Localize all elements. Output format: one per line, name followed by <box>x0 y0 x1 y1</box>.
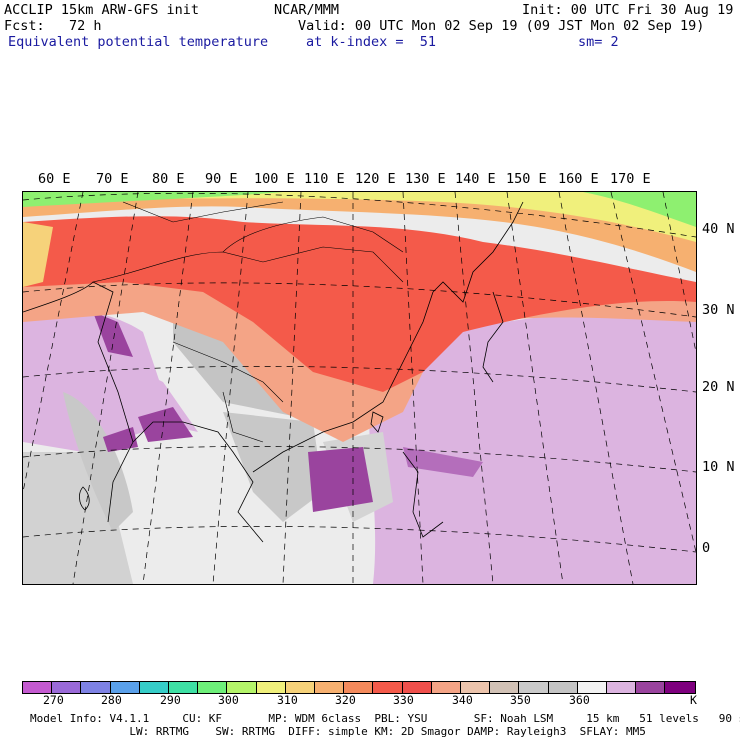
equivalent-potential-temperature-map <box>23 192 696 584</box>
lon-label: 90 E <box>205 171 238 187</box>
colorbar-swatch <box>139 682 170 693</box>
colorbar-swatch <box>636 682 666 693</box>
country-borders <box>92 201 404 443</box>
colorbar-tick-label: 360 <box>569 693 590 707</box>
colorbar-unit: K <box>690 693 697 707</box>
colorbar-swatch <box>256 682 286 693</box>
cool-band <box>23 192 696 242</box>
colorbar-swatch <box>23 682 53 693</box>
colorbar-tick-label: 270 <box>43 693 64 707</box>
caspian-region <box>23 222 53 287</box>
lon-label: 100 E <box>254 171 295 187</box>
colorbar-tick-label: 280 <box>101 693 122 707</box>
lat-label: 20 N <box>702 379 735 395</box>
lon-label: 160 E <box>558 171 599 187</box>
lon-label: 120 E <box>355 171 396 187</box>
high-theta-e-region <box>23 216 696 392</box>
colorbar-swatch <box>665 682 695 693</box>
lon-label: 130 E <box>405 171 446 187</box>
arabian-sea-region <box>23 452 133 584</box>
colorbar-tick-label: 340 <box>452 693 473 707</box>
model-title: ACCLIP 15km ARW-GFS init <box>4 2 200 18</box>
lon-label: 140 E <box>455 171 496 187</box>
lon-label: 70 E <box>96 171 129 187</box>
model-physics: LW: RRTMG SW: RRTMG DIFF: simple KM: 2D … <box>30 725 646 738</box>
colorbar-swatch <box>227 682 257 693</box>
cold-region-northeast <box>583 192 696 227</box>
graticule <box>23 192 696 584</box>
india-land <box>63 392 133 532</box>
lat-label: 30 N <box>702 302 735 318</box>
init-time: Init: 00 UTC Fri 30 Aug 19 <box>522 2 734 18</box>
indian-region <box>23 308 173 452</box>
colorbar-tick-label: 320 <box>335 693 356 707</box>
model-info: Model Info: V4.1.1 CU: KF MP: WDM 6class… <box>30 712 740 725</box>
colorbar-swatch <box>519 682 549 693</box>
lon-label: 110 E <box>304 171 345 187</box>
colorbar-swatch <box>285 682 316 693</box>
lat-label: 40 N <box>702 221 735 237</box>
cold-region-northwest <box>23 192 283 207</box>
colorbar <box>22 681 696 694</box>
colorbar-swatch <box>315 682 345 693</box>
colorbar-swatch <box>81 682 111 693</box>
south-china-sea-convection <box>308 447 373 512</box>
indochina-land <box>223 412 323 522</box>
colorbar-tick-label: 350 <box>510 693 531 707</box>
smoothing-value: sm= 2 <box>578 34 619 50</box>
colorbar-swatch <box>607 682 637 693</box>
colorbar-swatch <box>344 682 374 693</box>
lon-label: 170 E <box>610 171 651 187</box>
colorbar-swatch <box>577 682 608 693</box>
colorbar-tick-label: 310 <box>277 693 298 707</box>
colorbar-tick-label: 330 <box>393 693 414 707</box>
colorbar-swatch <box>373 682 403 693</box>
colorbar-swatch <box>461 682 491 693</box>
colorbar-swatch <box>402 682 432 693</box>
western-pacific-region <box>493 357 696 552</box>
colorbar-swatch <box>169 682 199 693</box>
colorbar-swatch <box>431 682 462 693</box>
convective-region <box>93 312 133 357</box>
colorbar-swatch <box>548 682 578 693</box>
lon-label: 60 E <box>38 171 71 187</box>
level-index: at k-index = 51 <box>306 34 437 50</box>
lon-label: 150 E <box>506 171 547 187</box>
coastlines <box>23 201 524 543</box>
lat-label: 10 N <box>702 459 735 475</box>
colorbar-tick-label: 300 <box>218 693 239 707</box>
colorbar-swatch <box>198 682 228 693</box>
lat-label: 0 <box>702 540 711 556</box>
bay-of-bengal-convection <box>138 407 193 442</box>
field-name: Equivalent potential temperature <box>8 34 269 50</box>
colorbar-swatch <box>52 682 82 693</box>
lon-label: 80 E <box>152 171 185 187</box>
forecast-hour: Fcst: 72 h <box>4 18 102 34</box>
valid-time: Valid: 00 UTC Mon 02 Sep 19 (09 JST Mon … <box>298 18 705 34</box>
colorbar-tick-label: 290 <box>160 693 181 707</box>
institution-label: NCAR/MMM <box>274 2 340 18</box>
map-panel <box>22 191 697 585</box>
colorbar-swatch <box>490 682 520 693</box>
mid-latitude-band <box>23 192 696 272</box>
colorbar-swatch <box>110 682 140 693</box>
convective-region <box>103 427 138 452</box>
pacific-convection <box>403 447 483 477</box>
